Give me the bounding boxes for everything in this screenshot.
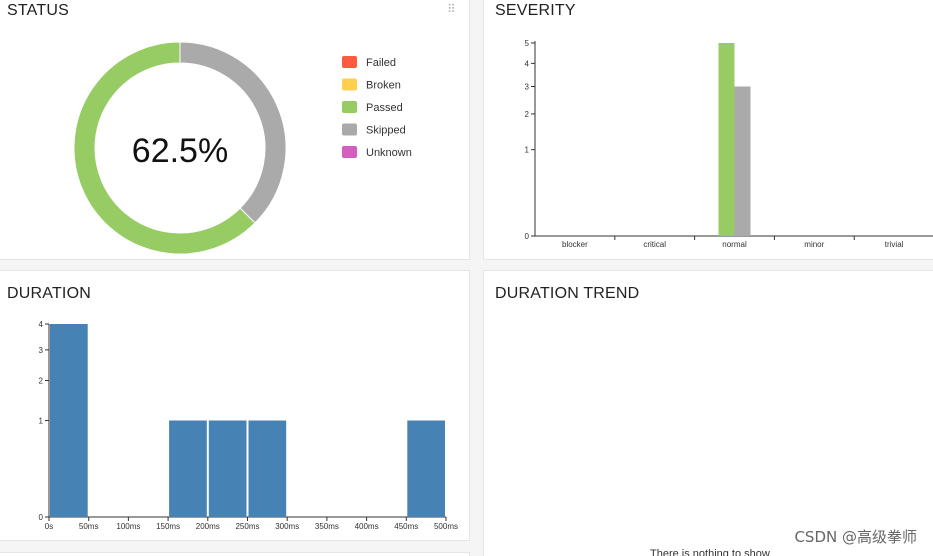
duration-x-tick: 300ms [275, 522, 299, 531]
severity-title: SEVERITY [495, 2, 576, 19]
severity-bar-normal-passed[interactable] [718, 43, 735, 236]
duration-title: DURATION [7, 285, 91, 302]
legend-item-broken[interactable]: Broken [342, 78, 401, 92]
duration-widget: DURATION 0 1 2 3 4 0s 50ms 100ms 150ms 200ms 250ms… [0, 270, 470, 541]
duration-y-tick: 2 [39, 377, 44, 386]
legend-label: Passed [366, 102, 403, 114]
duration-x-tick: 400ms [355, 522, 379, 531]
severity-y-tick: 3 [525, 83, 530, 92]
legend-swatch [342, 101, 357, 113]
severity-y-tick: 2 [525, 110, 530, 119]
duration-x-tick: 0s [45, 522, 53, 531]
duration-bar-450ms[interactable] [407, 420, 445, 518]
legend-swatch [342, 78, 357, 91]
severity-y-tick: 0 [525, 232, 530, 241]
legend-label: Broken [366, 80, 401, 92]
legend-item-failed[interactable]: Failed [342, 56, 396, 69]
duration-y-tick: 0 [39, 513, 44, 522]
duration-y-tick: 4 [39, 320, 44, 329]
duration-x-tick: 250ms [235, 522, 259, 531]
status-percent-label: 62.5% [132, 132, 228, 170]
duration-trend-widget: DURATION TREND [483, 270, 933, 556]
duration-trend-title: DURATION TREND [495, 285, 640, 302]
severity-x-tick-normal: normal [722, 240, 747, 249]
legend-label: Unknown [366, 147, 412, 159]
duration-x-tick: 150ms [156, 522, 180, 531]
donut-slice-passed[interactable] [73, 41, 256, 255]
severity-x-tick-minor: minor [804, 240, 824, 249]
severity-y-tick: 1 [525, 146, 530, 155]
status-widget: STATUS ⠿ 62.5% Failed Broken Passed Skipped… [0, 0, 470, 260]
severity-y-tick: 4 [525, 59, 530, 68]
duration-bar-200ms[interactable] [208, 420, 247, 518]
duration-trend-empty-message: There is nothing to show [650, 548, 770, 556]
drag-handle-icon[interactable]: ⠿ [447, 2, 456, 16]
severity-x-tick-critical: critical [643, 240, 666, 249]
legend-label: Skipped [366, 125, 406, 137]
duration-y-tick: 1 [39, 417, 44, 426]
duration-x-tick: 450ms [394, 522, 418, 531]
status-donut-chart: 62.5% Failed Broken Passed Skipped Unknown [73, 41, 412, 255]
duration-bar-0ms[interactable] [50, 324, 88, 517]
duration-bar-250ms[interactable] [248, 420, 287, 518]
duration-x-tick: 50ms [79, 522, 99, 531]
legend-swatch [342, 146, 357, 158]
severity-y-tick: 5 [525, 39, 530, 48]
duration-x-tick: 200ms [196, 522, 220, 531]
legend-label: Failed [366, 57, 396, 69]
severity-bar-chart: 0 1 2 3 4 5 blocker critical normal minor trivial [525, 39, 933, 249]
status-title: STATUS [7, 2, 69, 19]
legend-item-skipped[interactable]: Skipped [342, 123, 406, 137]
severity-x-tick-blocker: blocker [562, 240, 588, 249]
duration-x-tick: 350ms [315, 522, 339, 531]
legend-item-unknown[interactable]: Unknown [342, 146, 412, 159]
duration-axes: 0 1 2 3 4 0s 50ms 100ms 150ms 200ms 250ms 300ms 350m… [39, 320, 458, 531]
severity-bar-normal-skipped[interactable] [734, 86, 751, 237]
legend-swatch [342, 56, 357, 68]
next-widget-edge [0, 552, 470, 556]
legend-swatch [342, 123, 357, 136]
duration-x-tick: 100ms [116, 522, 140, 531]
severity-widget: SEVERITY 0 1 2 3 4 5 blocker critical normal mino… [483, 0, 933, 260]
watermark-text: CSDN @高级拳师 [794, 528, 917, 546]
duration-y-tick: 3 [39, 346, 44, 355]
duration-histogram: 0 1 2 3 4 0s 50ms 100ms 150ms 200ms 250ms 300ms 350m… [39, 320, 458, 531]
legend-item-passed[interactable]: Passed [342, 101, 403, 114]
duration-x-tick: 500ms [434, 522, 458, 531]
duration-bar-150ms[interactable] [169, 420, 207, 518]
severity-x-tick-trivial: trivial [885, 240, 904, 249]
